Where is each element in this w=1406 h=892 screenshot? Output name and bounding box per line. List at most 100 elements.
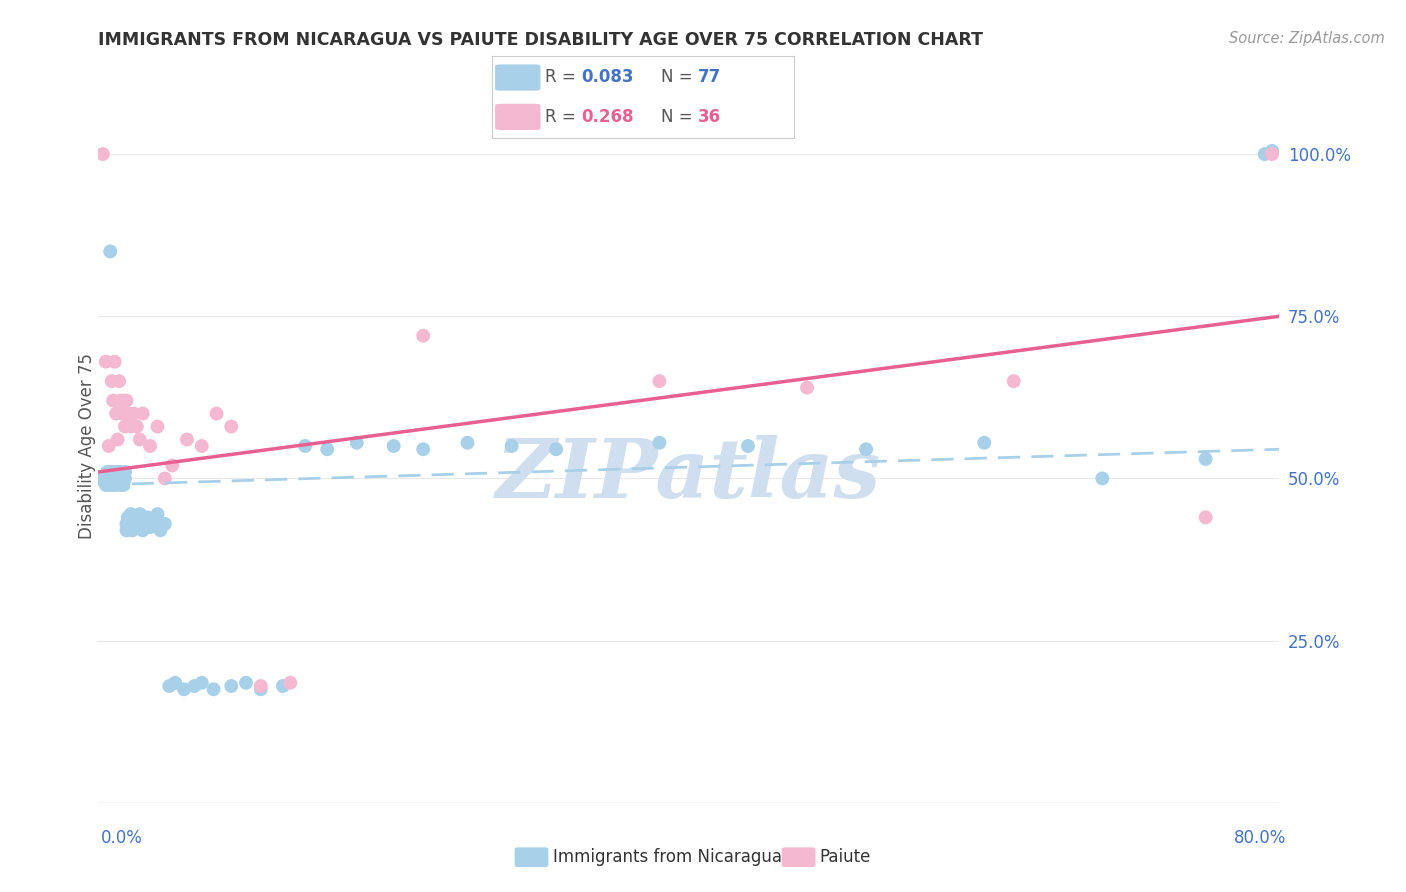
- Point: [107, 471, 129, 485]
- Point: [108, 374, 131, 388]
- Point: [1261, 144, 1284, 158]
- Point: [105, 407, 128, 421]
- Point: [97, 439, 120, 453]
- Point: [796, 381, 818, 395]
- Point: [135, 516, 157, 531]
- Point: [648, 374, 671, 388]
- Point: [382, 439, 405, 453]
- Text: N =: N =: [661, 68, 699, 87]
- Point: [855, 442, 877, 457]
- Text: ZIPatlas: ZIPatlas: [496, 434, 882, 515]
- Point: [110, 393, 132, 408]
- Point: [114, 465, 136, 479]
- Point: [124, 510, 146, 524]
- Point: [96, 465, 118, 479]
- Point: [125, 520, 148, 534]
- Point: [97, 475, 120, 489]
- Point: [128, 433, 150, 447]
- Point: [1195, 510, 1218, 524]
- Point: [346, 435, 368, 450]
- Point: [501, 439, 523, 453]
- Point: [235, 675, 257, 690]
- Text: 0.268: 0.268: [581, 108, 634, 126]
- Point: [108, 468, 131, 483]
- Point: [737, 439, 759, 453]
- Point: [120, 507, 142, 521]
- Point: [105, 478, 128, 492]
- Point: [162, 458, 183, 473]
- Point: [250, 682, 273, 697]
- Point: [97, 468, 120, 483]
- Point: [122, 516, 145, 531]
- Point: [205, 407, 228, 421]
- Point: [143, 514, 166, 528]
- Point: [94, 468, 117, 483]
- Point: [117, 407, 139, 421]
- Point: [96, 471, 118, 485]
- Point: [176, 433, 198, 447]
- Text: IMMIGRANTS FROM NICARAGUA VS PAIUTE DISABILITY AGE OVER 75 CORRELATION CHART: IMMIGRANTS FROM NICARAGUA VS PAIUTE DISA…: [98, 31, 983, 49]
- Point: [103, 465, 125, 479]
- Point: [139, 520, 162, 534]
- Point: [456, 435, 478, 450]
- Point: [115, 516, 138, 531]
- Point: [546, 442, 568, 457]
- Point: [412, 442, 434, 457]
- Point: [122, 407, 145, 421]
- Point: [98, 465, 121, 479]
- Text: Paiute: Paiute: [820, 848, 872, 866]
- Point: [107, 433, 129, 447]
- Point: [93, 475, 115, 489]
- Point: [973, 435, 995, 450]
- Text: R =: R =: [546, 68, 581, 87]
- Point: [278, 675, 302, 690]
- Point: [100, 471, 122, 485]
- FancyBboxPatch shape: [495, 103, 540, 130]
- Text: Immigrants from Nicaragua: Immigrants from Nicaragua: [553, 848, 782, 866]
- Point: [94, 478, 117, 492]
- Point: [112, 393, 135, 408]
- Point: [114, 471, 136, 485]
- Point: [271, 679, 294, 693]
- Point: [191, 675, 214, 690]
- Point: [132, 524, 155, 538]
- Point: [250, 679, 273, 693]
- Point: [110, 465, 132, 479]
- Point: [117, 510, 139, 524]
- Point: [105, 468, 128, 483]
- Point: [104, 475, 127, 489]
- Point: [202, 682, 225, 697]
- Point: [219, 419, 242, 434]
- Point: [146, 419, 169, 434]
- Point: [153, 516, 176, 531]
- Point: [294, 439, 316, 453]
- Point: [118, 520, 141, 534]
- Point: [103, 478, 125, 492]
- Text: 80.0%: 80.0%: [1234, 829, 1286, 847]
- Point: [157, 679, 180, 693]
- Text: Source: ZipAtlas.com: Source: ZipAtlas.com: [1229, 31, 1385, 46]
- Point: [112, 468, 135, 483]
- Text: 77: 77: [697, 68, 721, 87]
- Point: [115, 524, 138, 538]
- Point: [103, 393, 125, 408]
- Point: [111, 471, 134, 485]
- Point: [121, 524, 143, 538]
- Point: [120, 514, 142, 528]
- Point: [94, 354, 117, 368]
- Point: [114, 419, 136, 434]
- Point: [115, 393, 138, 408]
- Point: [1002, 374, 1025, 388]
- Point: [183, 679, 205, 693]
- Point: [153, 471, 176, 485]
- Point: [107, 465, 129, 479]
- Point: [165, 675, 187, 690]
- Point: [149, 524, 172, 538]
- Point: [191, 439, 214, 453]
- Point: [173, 682, 195, 697]
- Y-axis label: Disability Age Over 75: Disability Age Over 75: [79, 353, 96, 539]
- Text: N =: N =: [661, 108, 699, 126]
- Point: [412, 328, 434, 343]
- Point: [100, 468, 122, 483]
- Point: [1261, 147, 1284, 161]
